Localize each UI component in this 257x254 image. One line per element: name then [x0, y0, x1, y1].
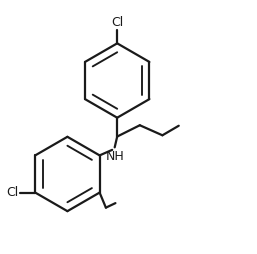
Text: NH: NH [105, 150, 124, 163]
Text: Cl: Cl [7, 186, 19, 199]
Text: Cl: Cl [111, 16, 123, 29]
